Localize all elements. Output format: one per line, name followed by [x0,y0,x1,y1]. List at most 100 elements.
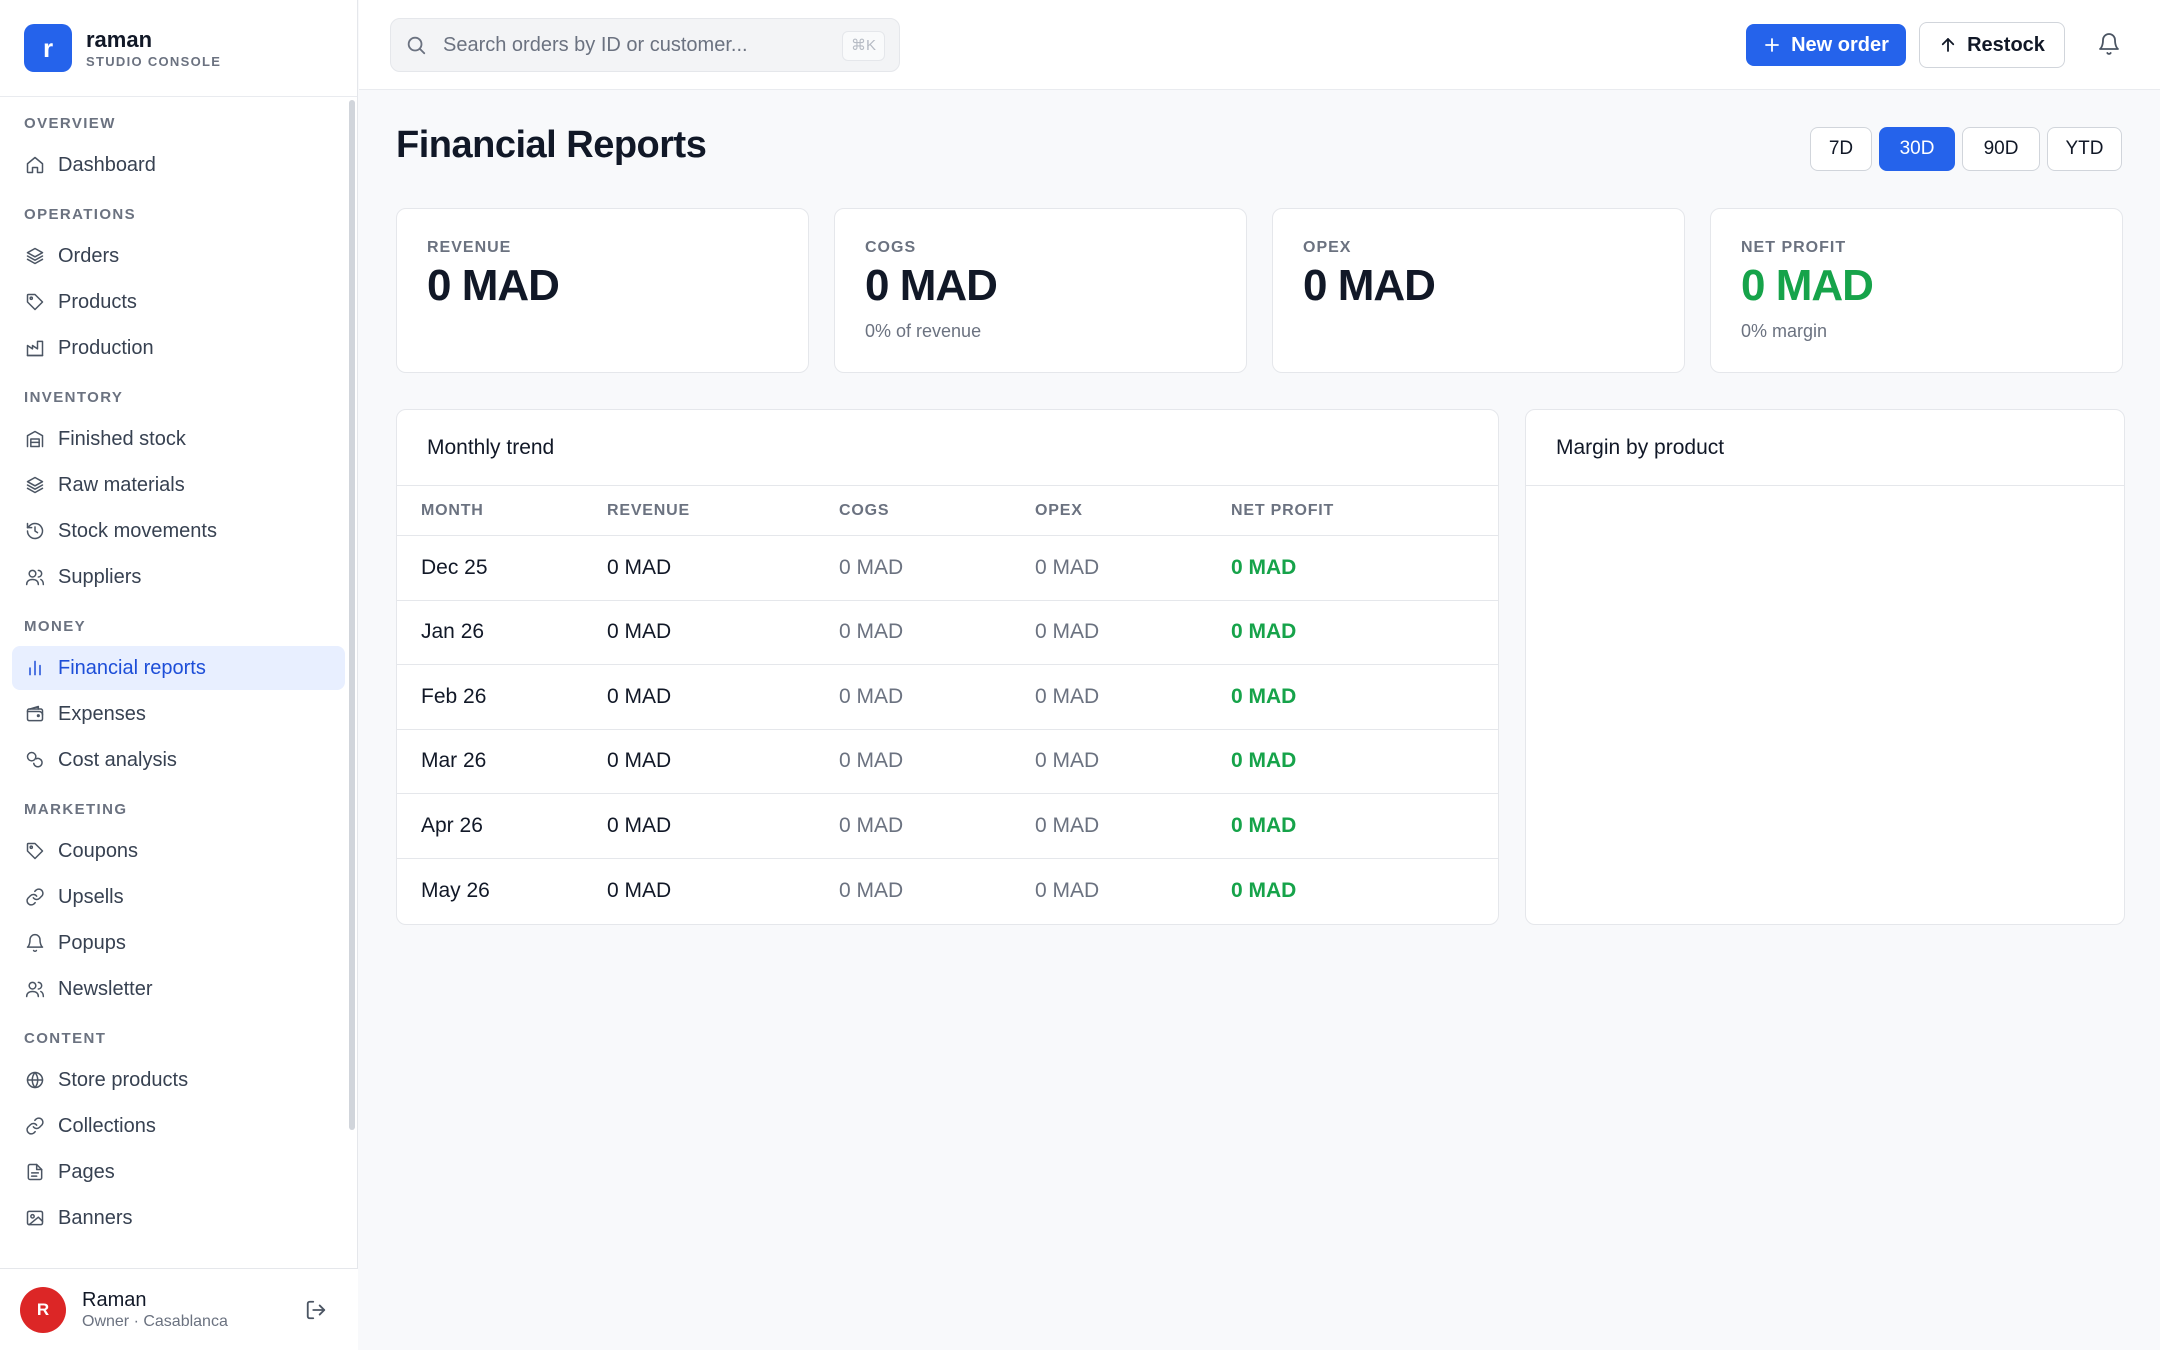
kpi-value: 0 MAD [1741,261,1874,310]
sidebar-item-label: Stock movements [58,519,217,542]
brand-logo: r [24,24,72,72]
range-90d-button[interactable]: 90D [1962,127,2040,171]
link-icon [24,886,46,908]
search-box[interactable]: ⌘K [390,18,900,72]
tag-icon [24,840,46,862]
sidebar-item-pages[interactable]: Pages [12,1150,345,1194]
table-cell-revenue: 0 MAD [607,813,672,837]
sidebar-item-dashboard[interactable]: Dashboard [12,143,345,187]
notifications-bell-icon[interactable] [2094,29,2124,59]
tag-icon [24,291,46,313]
user-profile: R Raman Owner · Casablanca [0,1268,358,1350]
table-cell-month: Jan 26 [421,620,485,644]
logout-icon[interactable] [302,1296,330,1324]
sidebar-item-label: Cost analysis [58,748,177,771]
file-icon [24,1161,46,1183]
table-cell-net: 0 MAD [1231,813,1297,837]
sidebar-item-products[interactable]: Products [12,280,345,324]
sidebar-item-banners[interactable]: Banners [12,1196,345,1240]
brand[interactable]: r raman STUDIO CONSOLE [0,0,357,97]
sidebar-scrollbar[interactable] [349,100,355,1130]
nav-section-heading: CONTENT [24,1030,107,1047]
sidebar-item-collections[interactable]: Collections [12,1104,345,1148]
card-title: Margin by product [1526,410,2124,486]
sidebar-item-label: Expenses [58,702,146,725]
sidebar-item-finished-stock[interactable]: Finished stock [12,417,345,461]
restock-button[interactable]: Restock [1919,22,2065,68]
coins-icon [24,749,46,771]
table-cell-month: Feb 26 [421,684,487,708]
sidebar-item-label: Raw materials [58,473,185,496]
table-cell-cogs: 0 MAD [839,684,904,708]
kpi-label: REVENUE [427,239,512,256]
new-order-button[interactable]: New order [1746,24,1906,66]
table-cell-revenue: 0 MAD [607,620,672,644]
sidebar-item-production[interactable]: Production [12,326,345,370]
wallet-icon [24,703,46,725]
nav-section-heading: MONEY [24,618,87,635]
kpi-card-opex: OPEX 0 MAD [1272,208,1685,373]
history-icon [24,520,46,542]
sidebar-item-financial-reports[interactable]: Financial reports [12,646,345,690]
avatar[interactable]: R [20,1286,66,1333]
range-ytd-button[interactable]: YTD [2047,127,2122,171]
table-row: Jan 26 0 MAD 0 MAD 0 MAD 0 MAD [397,601,1498,665]
kpi-card-cogs: COGS 0 MAD 0% of revenue [834,208,1247,373]
sidebar-item-stock-movements[interactable]: Stock movements [12,509,345,553]
sidebar-item-store-products[interactable]: Store products [12,1058,345,1102]
range-30d-button[interactable]: 30D [1879,127,1955,171]
sidebar-item-label: Store products [58,1068,189,1091]
table-row: Feb 26 0 MAD 0 MAD 0 MAD 0 MAD [397,665,1498,730]
table-cell-opex: 0 MAD [1035,813,1100,837]
sidebar-item-label: Popups [58,931,126,954]
sidebar-item-popups[interactable]: Popups [12,921,345,965]
sidebar-item-label: Coupons [58,839,139,862]
table-cell-cogs: 0 MAD [839,878,904,902]
table-cell-month: Apr 26 [421,813,483,837]
table-body: Dec 25 0 MAD 0 MAD 0 MAD 0 MAD Jan 26 0 MAD 0 M… [397,536,1498,923]
table-cell-cogs: 0 MAD [839,749,904,773]
search-shortcut-hint: ⌘K [841,31,885,61]
table-cell-month: May 26 [421,878,490,902]
search-input[interactable] [443,33,823,57]
table-cell-opex: 0 MAD [1035,620,1100,644]
sidebar-item-expenses[interactable]: Expenses [12,692,345,736]
table-cell-opex: 0 MAD [1035,749,1100,773]
sidebar-item-upsells[interactable]: Upsells [12,875,345,919]
table-cell-revenue: 0 MAD [607,684,672,708]
table-cell-month: Mar 26 [421,749,487,773]
column-header: COGS [839,501,890,519]
table-cell-cogs: 0 MAD [839,620,904,644]
sidebar-item-newsletter[interactable]: Newsletter [12,967,345,1011]
search-icon [405,34,427,56]
range-7d-button[interactable]: 7D [1810,127,1872,171]
table-row: May 26 0 MAD 0 MAD 0 MAD 0 MAD [397,859,1498,924]
kpi-value: 0 MAD [865,261,998,310]
sidebar-item-orders[interactable]: Orders [12,234,345,278]
table-cell-cogs: 0 MAD [839,813,904,837]
sidebar-item-label: Finished stock [58,427,186,450]
globe-icon [24,1069,46,1091]
nav-section-heading: OVERVIEW [24,115,116,132]
table-header: MONTH REVENUE COGS OPEX NET PROFIT [397,486,1498,536]
table-cell-revenue: 0 MAD [607,749,672,773]
nav-section-operations: OPERATIONS Orders Products Production [0,189,357,370]
sidebar-item-raw-materials[interactable]: Raw materials [12,463,345,507]
date-range-selector: 7D 30D 90D YTD [1810,127,2122,171]
users-icon [24,566,46,588]
sidebar-item-label: Pages [58,1160,115,1183]
layers-icon [24,474,46,496]
table-cell-opex: 0 MAD [1035,878,1100,902]
sidebar-item-cost-analysis[interactable]: Cost analysis [12,738,345,782]
kpi-subtext: 0% margin [1741,321,1828,341]
sidebar-item-coupons[interactable]: Coupons [12,829,345,873]
sidebar-item-label: Newsletter [58,977,153,1000]
sidebar-item-label: Suppliers [58,565,142,588]
table-cell-revenue: 0 MAD [607,878,672,902]
brand-subtitle: STUDIO CONSOLE [86,53,222,69]
kpi-subtext: 0% of revenue [865,321,982,341]
table-cell-net: 0 MAD [1231,684,1297,708]
sidebar-item-suppliers[interactable]: Suppliers [12,555,345,599]
table-cell-net: 0 MAD [1231,749,1297,773]
nav-section-content: CONTENT Store products Collections Pages Ban… [0,1013,357,1240]
